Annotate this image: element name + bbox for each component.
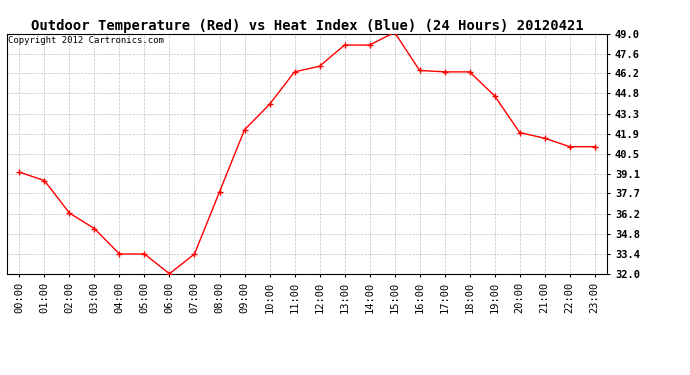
Title: Outdoor Temperature (Red) vs Heat Index (Blue) (24 Hours) 20120421: Outdoor Temperature (Red) vs Heat Index … xyxy=(30,19,584,33)
Text: Copyright 2012 Cartronics.com: Copyright 2012 Cartronics.com xyxy=(8,36,164,45)
